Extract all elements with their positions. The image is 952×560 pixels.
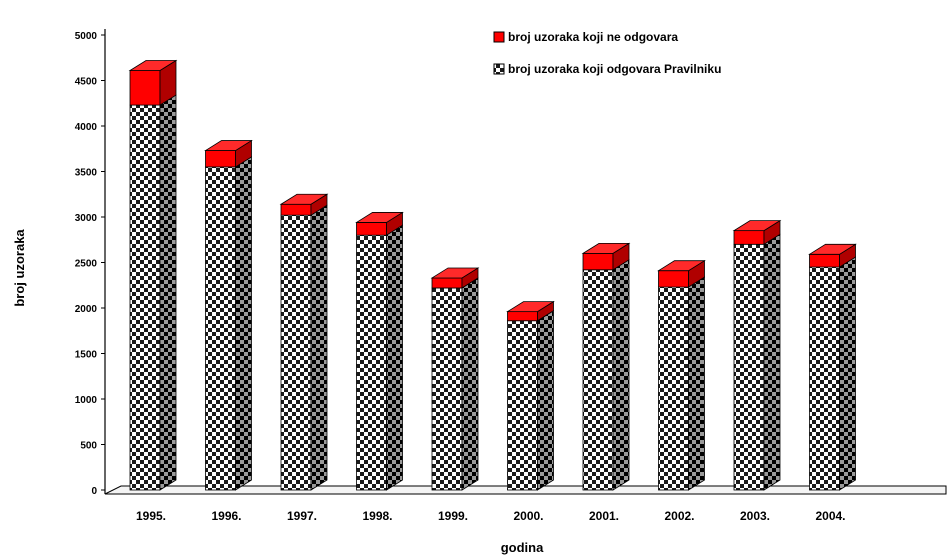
y-tick-label: 500 [80,441,97,452]
y-axis-title: broj uzoraka [12,229,27,307]
bar-broj-uzoraka-koji-odgovara-pravilniku-8 [733,233,781,491]
y-tick-label: 3500 [75,168,98,179]
x-tick-label: 2002. [664,509,694,523]
x-tick-label: 2001. [589,509,619,523]
bar-broj-uzoraka-koji-ne-odgovara-3 [355,211,404,236]
x-tick-label: 2000. [513,509,543,523]
y-tick-label: 4500 [75,77,98,88]
bar-broj-uzoraka-koji-odgovara-pravilniku-4 [431,277,479,491]
legend-swatch [493,63,505,75]
bar-broj-uzoraka-koji-odgovara-pravilniku-2 [280,204,328,491]
x-tick-label: 1995. [136,509,166,523]
y-tick-label: 1500 [75,350,98,361]
x-tick-label: 2004. [815,509,845,523]
bars [128,59,857,491]
legend-label: broj uzoraka koji ne odgovara [508,30,678,44]
y-tick-labels: 0 500 1000 1500 2000 2500 3000 3500 4000 4500 5000 [75,31,98,497]
y-tick-label: 0 [91,486,97,497]
bar-broj-uzoraka-koji-ne-odgovara-9 [808,243,857,268]
x-tick-labels: 1995. 1996. 1997. 1998. 1999. 2000. 2001. 2002.… [136,509,846,523]
x-axis-title: godina [501,540,544,555]
bar-broj-uzoraka-koji-ne-odgovara-4 [430,267,480,289]
bar-broj-uzoraka-koji-ne-odgovara-7 [657,259,706,288]
bar-broj-uzoraka-koji-odgovara-pravilniku-0 [129,94,177,491]
bar-broj-uzoraka-koji-ne-odgovara-6 [581,242,631,271]
bar-broj-uzoraka-koji-odgovara-pravilniku-5 [507,310,554,491]
bar-broj-uzoraka-koji-odgovara-pravilniku-6 [582,259,630,491]
legend-label: broj uzoraka koji odgovara Pravilniku [508,62,721,76]
bar-broj-uzoraka-koji-odgovara-pravilniku-3 [356,224,403,491]
legend: broj uzoraka koji ne odgovara broj uzorak… [493,30,721,76]
x-tick-label: 1996. [211,509,241,523]
y-tick-label: 2000 [75,304,98,315]
y-tick-label: 5000 [75,31,98,42]
bar-broj-uzoraka-koji-ne-odgovara-0 [128,59,178,106]
bar-broj-uzoraka-koji-odgovara-pravilniku-7 [658,276,705,491]
bar-broj-uzoraka-koji-ne-odgovara-5 [506,300,555,322]
bar-broj-uzoraka-koji-ne-odgovara-2 [279,193,329,216]
bar-broj-uzoraka-koji-ne-odgovara-8 [732,219,782,246]
x-tick-label: 1998. [362,509,392,523]
x-tick-label: 2003. [740,509,770,523]
y-tick-label: 3000 [75,213,98,224]
y-tick-label: 4000 [75,122,98,133]
x-tick-label: 1999. [438,509,468,523]
y-tick-label: 1000 [75,395,98,406]
bar-broj-uzoraka-koji-odgovara-pravilniku-1 [205,156,252,491]
y-tick-label: 2500 [75,259,98,270]
bar-broj-uzoraka-koji-odgovara-pravilniku-9 [809,256,856,491]
legend-swatch [493,31,505,43]
bar-broj-uzoraka-koji-ne-odgovara-1 [204,139,253,168]
x-tick-label: 1997. [287,509,317,523]
